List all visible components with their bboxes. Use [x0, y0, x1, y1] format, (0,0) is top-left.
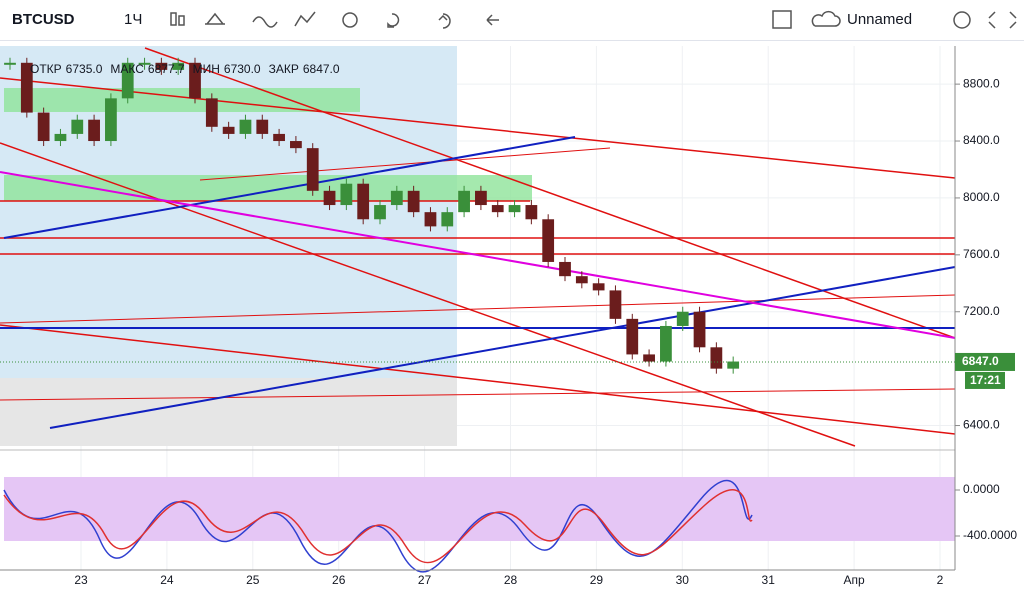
indicator-tick-label: -400.0000 — [963, 528, 1017, 542]
candle — [273, 133, 285, 142]
layout-name[interactable]: Unnamed — [847, 11, 913, 28]
candle — [525, 205, 538, 220]
candle — [121, 62, 134, 99]
candle — [71, 119, 84, 134]
candle — [441, 212, 454, 227]
candle — [643, 354, 655, 362]
price-tick-label: 8800.0 — [963, 76, 1000, 90]
candle — [592, 283, 605, 291]
time-label: 24 — [160, 573, 174, 587]
legend-label: ЗАКР — [269, 62, 299, 76]
candle — [4, 62, 16, 65]
time-label: 29 — [590, 573, 604, 587]
candle — [693, 311, 706, 348]
legend-label: МИН — [193, 62, 220, 76]
candle — [290, 141, 302, 149]
candle — [205, 98, 218, 127]
candle — [407, 190, 420, 213]
price-tick-label: 7200.0 — [963, 304, 1000, 318]
candle — [374, 205, 386, 220]
indicator-band — [4, 477, 955, 541]
time-label: Апр — [844, 573, 866, 587]
candle — [256, 119, 269, 134]
zone — [4, 175, 532, 201]
last-price-box — [955, 352, 1015, 371]
symbol[interactable]: BTCUSD — [12, 11, 75, 28]
time-label: 2 — [937, 573, 944, 587]
time-label: 25 — [246, 573, 260, 587]
drawings — [0, 136, 956, 429]
time-label: 28 — [504, 573, 518, 587]
legend-value: 6877.7 — [148, 62, 185, 76]
zone — [4, 88, 360, 112]
candle — [710, 347, 723, 369]
toolbar: BTCUSD 1Ч Unnamed — [0, 0, 1024, 41]
candle — [727, 361, 740, 369]
tool-icons[interactable] — [165, 8, 755, 32]
time-label: 30 — [676, 573, 690, 587]
candle — [54, 133, 67, 142]
time-label: 23 — [74, 573, 88, 587]
candle — [340, 183, 353, 206]
candle — [660, 325, 672, 362]
candle — [676, 311, 689, 326]
candle — [88, 119, 100, 142]
candle — [508, 205, 521, 213]
price-tick-label: 8400.0 — [963, 133, 1000, 147]
indicator-line — [3, 479, 753, 573]
candle — [105, 98, 117, 142]
candle — [306, 148, 319, 191]
countdown: 17:21 — [970, 373, 1001, 387]
countdown-box — [965, 371, 1005, 389]
price-tick-label: 6400.0 — [963, 418, 1000, 432]
legend: ОТКР 6735.0 МАКС 6877.7 МИН 6730.0 ЗАКР 6847.0 — [30, 62, 340, 76]
interval[interactable]: 1Ч — [124, 11, 143, 28]
last-price-label: 6847.0 — [962, 354, 999, 368]
candle — [323, 190, 336, 206]
candle — [155, 62, 168, 70]
candle — [390, 190, 403, 206]
candle — [609, 290, 622, 319]
right-icons[interactable] — [770, 8, 1020, 32]
candle — [542, 219, 555, 262]
candle — [626, 318, 639, 355]
candle — [172, 62, 185, 70]
time-label: 27 — [418, 573, 432, 587]
candle — [475, 190, 487, 206]
price-tick-label: 7600.0 — [963, 247, 1000, 261]
candle — [189, 62, 201, 99]
candle — [559, 261, 571, 277]
legend-value: 6730.0 — [224, 62, 261, 76]
price-tick-label: 8000.0 — [963, 190, 1000, 204]
candle — [222, 126, 235, 134]
candle — [491, 205, 504, 213]
candle — [37, 112, 50, 142]
candle — [357, 183, 370, 220]
legend-label: ОТКР — [30, 62, 62, 76]
time-label: 31 — [762, 573, 776, 587]
candle — [239, 119, 252, 134]
selection-bg-low — [0, 378, 457, 446]
chart: 9200.08800.08400.08000.07600.07200.06400… — [0, 46, 1017, 587]
candle — [138, 62, 151, 65]
candle — [424, 212, 437, 227]
time-label: 26 — [332, 573, 346, 587]
candle — [458, 190, 470, 213]
legend-value: 6735.0 — [66, 62, 103, 76]
legend-value: 6847.0 — [303, 62, 340, 76]
indicator-tick-label: 0.0000 — [963, 482, 1000, 496]
indicator-line — [3, 489, 753, 564]
candle — [575, 276, 588, 284]
candle — [20, 62, 33, 113]
legend-label: МАКС — [110, 62, 144, 76]
